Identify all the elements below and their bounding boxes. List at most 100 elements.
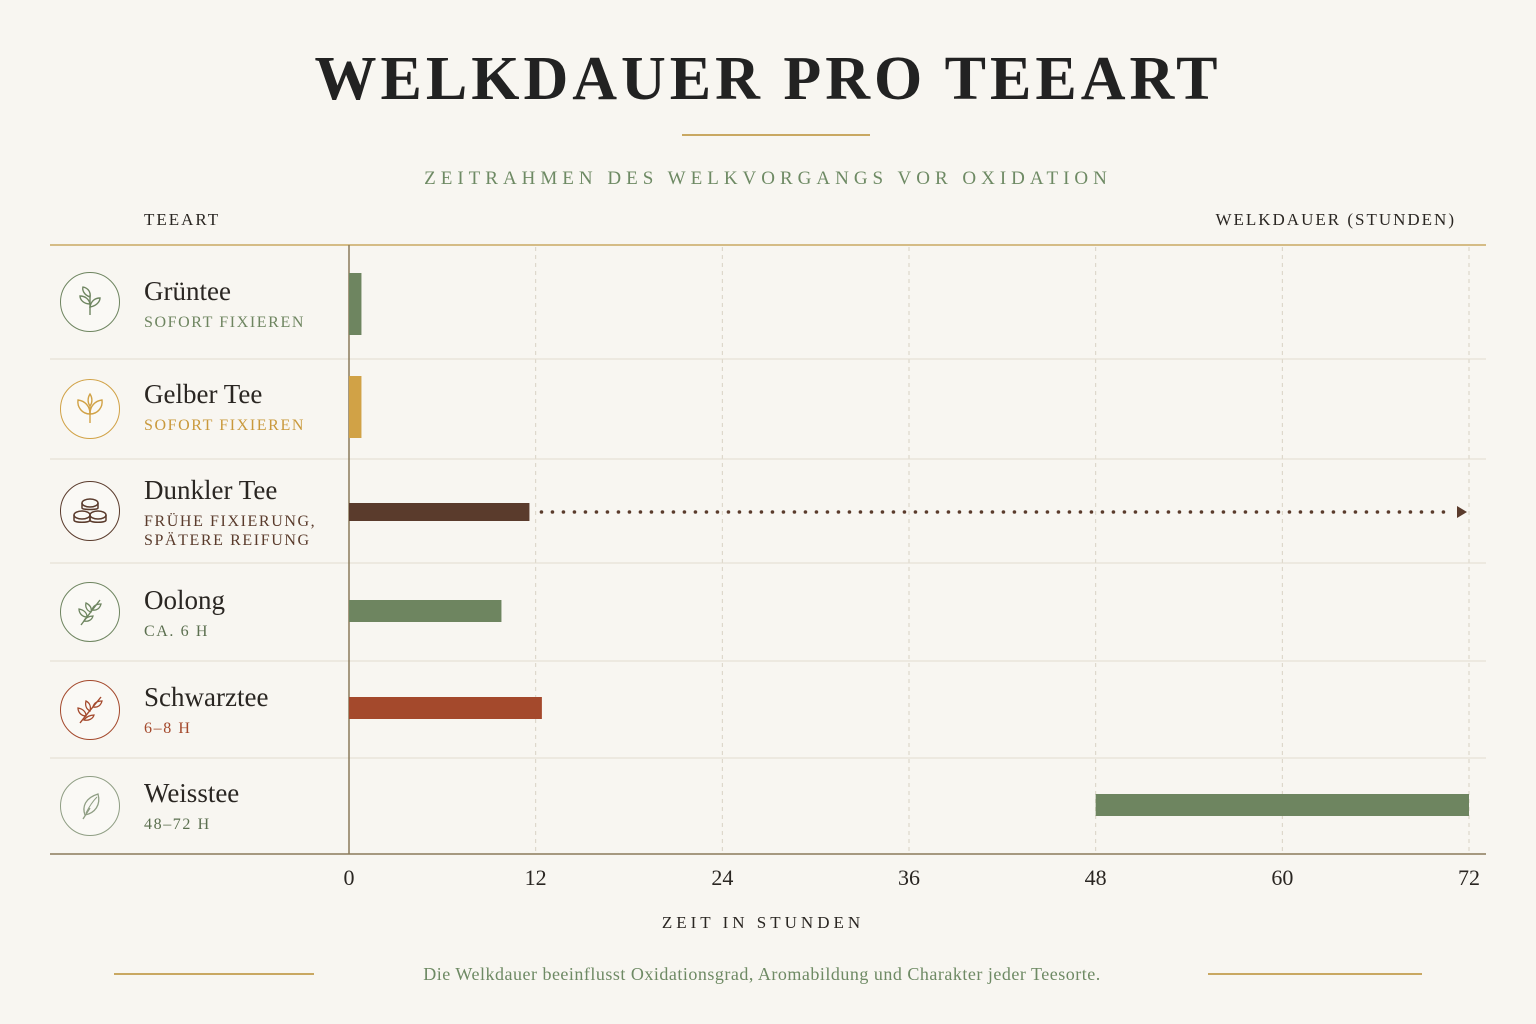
tea-duration-note: CA. 6 H: [144, 623, 209, 640]
extension-dot: [1243, 510, 1248, 514]
extension-dot: [1001, 510, 1006, 514]
tea-name: Oolong: [144, 585, 225, 615]
extension-dot: [682, 510, 687, 514]
extension-dot: [539, 510, 544, 514]
extension-dot: [627, 510, 632, 514]
x-axis-label: ZEIT IN STUNDEN: [661, 913, 865, 932]
extension-dot: [1166, 510, 1171, 514]
leaf-pair-icon: [60, 379, 120, 439]
extension-dot: [1155, 510, 1160, 514]
extension-dot: [1232, 510, 1237, 514]
extension-dot: [660, 510, 665, 514]
extension-dot: [1441, 510, 1446, 514]
extension-dot: [649, 510, 654, 514]
row-label-grüntee: Grüntee SOFORT FIXIEREN: [144, 276, 305, 332]
extension-dot: [825, 510, 830, 514]
extension-dot: [1254, 510, 1259, 514]
extension-dot: [935, 510, 940, 514]
bar-gelber-tee: [349, 376, 362, 438]
oolong-branch-icon: [60, 582, 120, 642]
extension-dot: [572, 510, 577, 514]
extension-dot: [1012, 510, 1017, 514]
extension-dot: [1089, 510, 1094, 514]
extension-dot: [715, 510, 720, 514]
white-leaf-icon: [60, 776, 120, 836]
footnote: Die Welkdauer beeinflusst Oxidationsgrad…: [423, 964, 1101, 984]
row-label-gelber-tee: Gelber Tee SOFORT FIXIEREN: [144, 379, 305, 435]
tea-name: Schwarztee: [144, 682, 269, 712]
extension-dot: [605, 510, 610, 514]
extension-dot: [1364, 510, 1369, 514]
extension-dot: [748, 510, 753, 514]
extension-dot: [968, 510, 973, 514]
extension-dot: [759, 510, 764, 514]
extension-dot: [693, 510, 698, 514]
row-label-dunkler-tee: Dunkler Tee FRÜHE FIXIERUNG, SPÄTERE REIF…: [144, 475, 316, 550]
extension-dot: [561, 510, 566, 514]
extension-dot: [924, 510, 929, 514]
extension-dot: [671, 510, 676, 514]
x-tick-label: 48: [1085, 865, 1107, 890]
extension-dot: [836, 510, 841, 514]
extension-dot: [1177, 510, 1182, 514]
extension-dot: [704, 510, 709, 514]
chart-row-dividers: [50, 244, 1486, 855]
footnote-rule-left: [114, 973, 314, 975]
extension-dot: [1122, 510, 1127, 514]
chart-gridlines: [535, 247, 1470, 852]
extension-dot: [594, 510, 599, 514]
bar-weisstee: [1095, 794, 1469, 816]
extension-dot: [1320, 510, 1325, 514]
extension-dot: [1078, 510, 1083, 514]
x-tick-label: 12: [525, 865, 547, 890]
extension-dot: [869, 510, 874, 514]
tea-name: Gelber Tee: [144, 379, 263, 409]
title-divider: [682, 134, 870, 136]
extension-dot: [913, 510, 918, 514]
extension-dot: [1111, 510, 1116, 514]
extension-dot: [1408, 510, 1413, 514]
row-label-oolong: Oolong CA. 6 H: [144, 585, 225, 641]
row-label-schwarztee: Schwarztee 6–8 H: [144, 682, 268, 738]
extension-dot: [1199, 510, 1204, 514]
extension-dot: [858, 510, 863, 514]
extension-dot: [1276, 510, 1281, 514]
extension-dot: [1331, 510, 1336, 514]
column-header-tea-type: TEEART: [144, 210, 221, 229]
extension-dot: [1287, 510, 1292, 514]
x-axis-ticks: 0 12 24 36 48 60 72: [344, 865, 1481, 890]
extension-dot: [1144, 510, 1149, 514]
bar-oolong: [349, 600, 502, 622]
extension-dot: [902, 510, 907, 514]
row-label-weisstee: Weisstee 48–72 H: [144, 778, 239, 834]
tea-duration-note: 6–8 H: [144, 720, 192, 737]
extension-dot: [1375, 510, 1380, 514]
tea-name: Dunkler Tee: [144, 475, 278, 505]
chart-title: WELKDAUER PRO TEEART: [314, 45, 1222, 113]
extension-dot: [1419, 510, 1424, 514]
x-tick-label: 24: [711, 865, 733, 890]
extension-dot: [1210, 510, 1215, 514]
bar-schwarztee: [349, 697, 542, 719]
extension-dot: [726, 510, 731, 514]
extension-dot: [1023, 510, 1028, 514]
x-tick-label: 72: [1458, 865, 1480, 890]
extension-dot: [1353, 510, 1358, 514]
tea-name: Grüntee: [144, 276, 231, 306]
tea-duration-note: FRÜHE FIXIERUNG, SPÄTERE REIFUNG: [144, 513, 317, 549]
extension-dot: [847, 510, 852, 514]
extension-dot: [1056, 510, 1061, 514]
extension-dot: [880, 510, 885, 514]
x-tick-label: 60: [1271, 865, 1293, 890]
extension-dot: [814, 510, 819, 514]
extension-dot: [803, 510, 808, 514]
extension-dot: [957, 510, 962, 514]
extension-dot: [1342, 510, 1347, 514]
footnote-rule-right: [1208, 973, 1422, 975]
leaf-sprig-icon: [60, 272, 120, 332]
bar-dunkler-tee: [349, 503, 530, 521]
extension-dot: [1188, 510, 1193, 514]
extension-dot: [1221, 510, 1226, 514]
extension-dot: [583, 510, 588, 514]
extension-dot: [1265, 510, 1270, 514]
